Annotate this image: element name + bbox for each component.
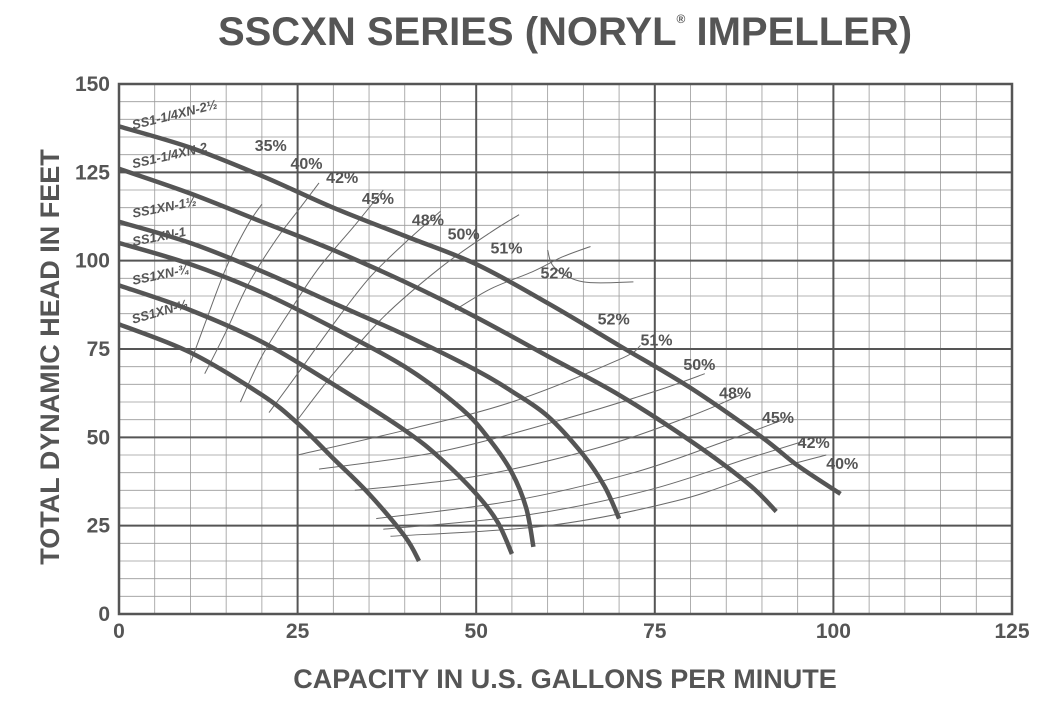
y-axis-label: TOTAL DYNAMIC HEAD IN FEET bbox=[35, 149, 65, 565]
pump-curve-label: SS1XN-¾ bbox=[131, 261, 191, 288]
chart-grid bbox=[117, 82, 1014, 616]
efficiency-label: 40% bbox=[826, 456, 858, 473]
y-tick-label: 75 bbox=[87, 338, 111, 361]
efficiency-label: 40% bbox=[290, 156, 322, 173]
x-tick-label: 75 bbox=[643, 620, 667, 643]
efficiency-label: 42% bbox=[326, 170, 358, 187]
y-tick-label: 125 bbox=[75, 161, 110, 184]
efficiency-contour bbox=[383, 440, 805, 530]
efficiency-contour bbox=[268, 210, 441, 413]
pump-curve-line bbox=[118, 240, 536, 548]
y-tick-label: 150 bbox=[75, 73, 110, 96]
efficiency-contour bbox=[204, 182, 320, 374]
efficiency-contours bbox=[189, 182, 827, 537]
pump-curve-line bbox=[118, 219, 622, 520]
x-tick-label: 125 bbox=[994, 620, 1029, 643]
y-tick-label: 50 bbox=[87, 426, 110, 449]
efficiency-label: 35% bbox=[255, 138, 287, 155]
efficiency-label: 50% bbox=[683, 357, 715, 374]
efficiency-label: 48% bbox=[412, 212, 444, 229]
efficiency-contour bbox=[297, 214, 520, 421]
x-tick-label: 0 bbox=[113, 620, 125, 643]
y-tick-label: 100 bbox=[75, 250, 110, 273]
x-tick-label: 100 bbox=[816, 620, 851, 643]
efficiency-contour bbox=[454, 246, 591, 311]
chart-title-text: SSCXN SERIES (NORYL bbox=[217, 10, 677, 54]
pump-curve-label: SS1XN-1½ bbox=[131, 194, 198, 221]
pump-curve-line bbox=[118, 322, 421, 563]
pump-curve-line bbox=[118, 283, 514, 555]
efficiency-contour bbox=[297, 345, 641, 456]
x-tick-label: 25 bbox=[286, 620, 310, 643]
efficiency-label: 45% bbox=[362, 191, 394, 208]
efficiency-label: 52% bbox=[540, 265, 572, 282]
plot-frame bbox=[117, 82, 1014, 616]
x-tick-label: 50 bbox=[465, 620, 488, 643]
pump-curve-line bbox=[118, 124, 842, 496]
efficiency-label: 45% bbox=[762, 410, 794, 427]
efficiency-label: 50% bbox=[448, 226, 480, 243]
y-tick-label: 25 bbox=[87, 515, 111, 538]
efficiency-label: 42% bbox=[798, 435, 830, 452]
efficiency-label: 48% bbox=[719, 385, 751, 402]
x-axis-label: CAPACITY IN U.S. GALLONS PER MINUTE bbox=[293, 664, 837, 694]
registered-mark: ® bbox=[676, 12, 686, 26]
y-tick-label: 0 bbox=[98, 603, 110, 626]
chart-labels: 0 25 50 75 100 125 0 25 50 75 100 125 150 SS1-1/4XN-2… bbox=[75, 73, 1030, 643]
efficiency-contour bbox=[547, 249, 634, 284]
pump-curves bbox=[118, 124, 842, 563]
efficiency-contour bbox=[376, 419, 784, 520]
efficiency-contour bbox=[318, 373, 705, 470]
pump-curve-label: SS1-1/4XN-2 bbox=[131, 139, 210, 171]
efficiency-label: 51% bbox=[641, 332, 673, 349]
efficiency-label: 51% bbox=[490, 241, 522, 258]
efficiency-contour bbox=[390, 454, 827, 537]
chart-title-suffix: IMPELLER) bbox=[685, 10, 913, 54]
chart-title: SSCXN SERIES (NORYL® IMPELLER) bbox=[0, 10, 1064, 55]
efficiency-label: 52% bbox=[598, 311, 630, 328]
pump-curve-line bbox=[118, 166, 778, 514]
